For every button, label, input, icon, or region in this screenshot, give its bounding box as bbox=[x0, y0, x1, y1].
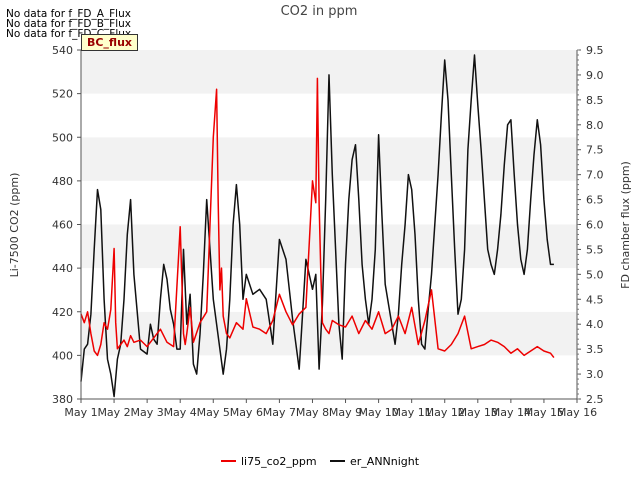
axes-layer: 380 400 420 440 460 480 500 520 540 2.5 3.0 3.5 4.0 4… bbox=[52, 44, 604, 419]
y2-tick-label: 5.0 bbox=[586, 268, 604, 281]
x-tick-label: May 9 bbox=[329, 406, 362, 419]
y2-tick-label: 8.0 bbox=[586, 119, 604, 132]
no-data-message-c: No data for f_FD_C_Flux bbox=[6, 28, 132, 40]
x-tick-label: May 11 bbox=[392, 406, 432, 419]
no-data-message-b: No data for f_FD_B_Flux bbox=[6, 18, 131, 30]
y-tick-label: 440 bbox=[52, 262, 73, 275]
y-tick-label: 540 bbox=[52, 44, 73, 57]
no-data-message-a: No data for f_FD_A_Flux bbox=[6, 8, 131, 20]
y-tick-label: 380 bbox=[52, 393, 73, 406]
x-tick-label: May 13 bbox=[458, 406, 498, 419]
y2-tick-label: 9.0 bbox=[586, 69, 604, 82]
y-tick-label: 420 bbox=[52, 306, 73, 319]
y-tick-label: 460 bbox=[52, 219, 73, 232]
y-tick-label: 500 bbox=[52, 131, 73, 144]
grid-band bbox=[81, 180, 577, 225]
x-tick-label: May 16 bbox=[557, 406, 597, 419]
y2-tick-label: 6.5 bbox=[586, 194, 604, 207]
y2-tick-label: 4.0 bbox=[586, 318, 604, 331]
x-tick-label: May 2 bbox=[97, 406, 130, 419]
x-tick-label: May 12 bbox=[425, 406, 465, 419]
y2-tick-label: 6.0 bbox=[586, 219, 604, 232]
legend: li75_co2_ppm er_ANNnight bbox=[221, 455, 420, 468]
plot-bands bbox=[81, 50, 577, 399]
y-tick-label: 480 bbox=[52, 175, 73, 188]
series-layer bbox=[80, 54, 555, 398]
y2-tick-label: 7.0 bbox=[586, 169, 604, 182]
chart-title: CO2 in ppm bbox=[281, 4, 358, 19]
bc-flux-label: BC_flux bbox=[81, 34, 138, 51]
y2-tick-label: 9.5 bbox=[586, 44, 604, 57]
y-tick-label: 400 bbox=[52, 349, 73, 362]
y2-tick-label: 3.5 bbox=[586, 343, 604, 356]
series-line-li75-co2-ppm bbox=[80, 77, 555, 359]
x-tick-label: May 5 bbox=[197, 406, 230, 419]
y-tick-label: 520 bbox=[52, 88, 73, 101]
y2-tick-label: 8.5 bbox=[586, 94, 604, 107]
grid-band bbox=[81, 137, 577, 181]
grid-band bbox=[81, 224, 577, 269]
x-tick-label: May 15 bbox=[524, 406, 564, 419]
x-tick-label: May 8 bbox=[296, 406, 329, 419]
x-tick-label: May 7 bbox=[263, 406, 296, 419]
legend-label-li75: li75_co2_ppm bbox=[241, 455, 317, 468]
y2-tick-label: 4.5 bbox=[586, 293, 604, 306]
y2-tick-label: 5.5 bbox=[586, 243, 604, 256]
x-tick-label: May 3 bbox=[131, 406, 164, 419]
y2-tick-label: 3.0 bbox=[586, 368, 604, 381]
x-tick-label: May 6 bbox=[230, 406, 263, 419]
y-axis-label: Li-7500 CO2 (ppm) bbox=[8, 173, 21, 278]
grid-band bbox=[81, 268, 577, 312]
x-tick-label: May 14 bbox=[491, 406, 531, 419]
y2-axis-label: FD chamber flux (ppm) bbox=[619, 161, 632, 289]
x-tick-label: May 10 bbox=[358, 406, 398, 419]
series-line-er-annnight bbox=[80, 54, 554, 398]
x-tick-label: May 4 bbox=[164, 406, 197, 419]
grid-band bbox=[81, 355, 577, 399]
legend-label-er-annnight: er_ANNnight bbox=[350, 455, 420, 468]
y2-tick-label: 7.5 bbox=[586, 144, 604, 157]
y2-tick-label: 2.5 bbox=[586, 393, 604, 406]
x-tick-label: May 1 bbox=[64, 406, 97, 419]
